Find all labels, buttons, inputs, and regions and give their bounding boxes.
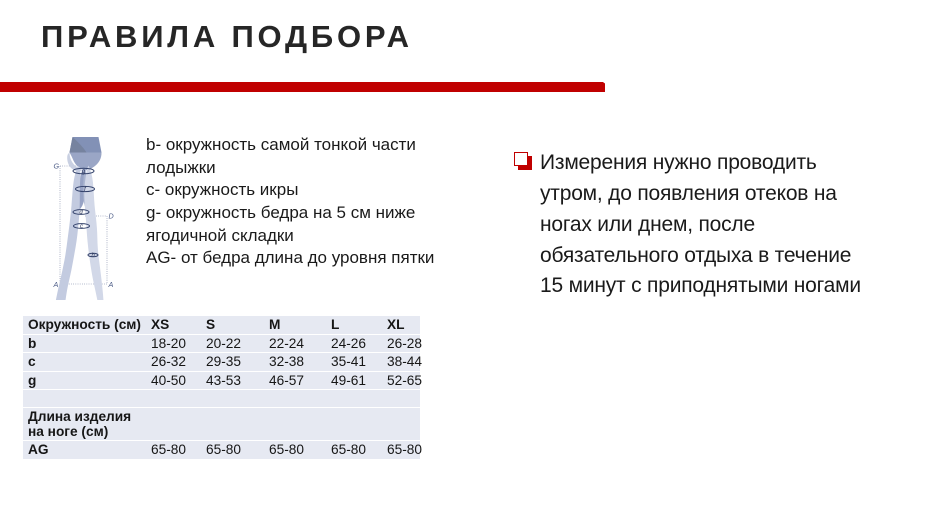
svg-text:A: A xyxy=(53,280,59,289)
svg-text:d: d xyxy=(79,210,83,216)
svg-text:A: A xyxy=(108,280,114,289)
svg-text:G: G xyxy=(54,162,60,171)
svg-text:c: c xyxy=(80,224,83,230)
svg-text:D: D xyxy=(109,212,114,221)
